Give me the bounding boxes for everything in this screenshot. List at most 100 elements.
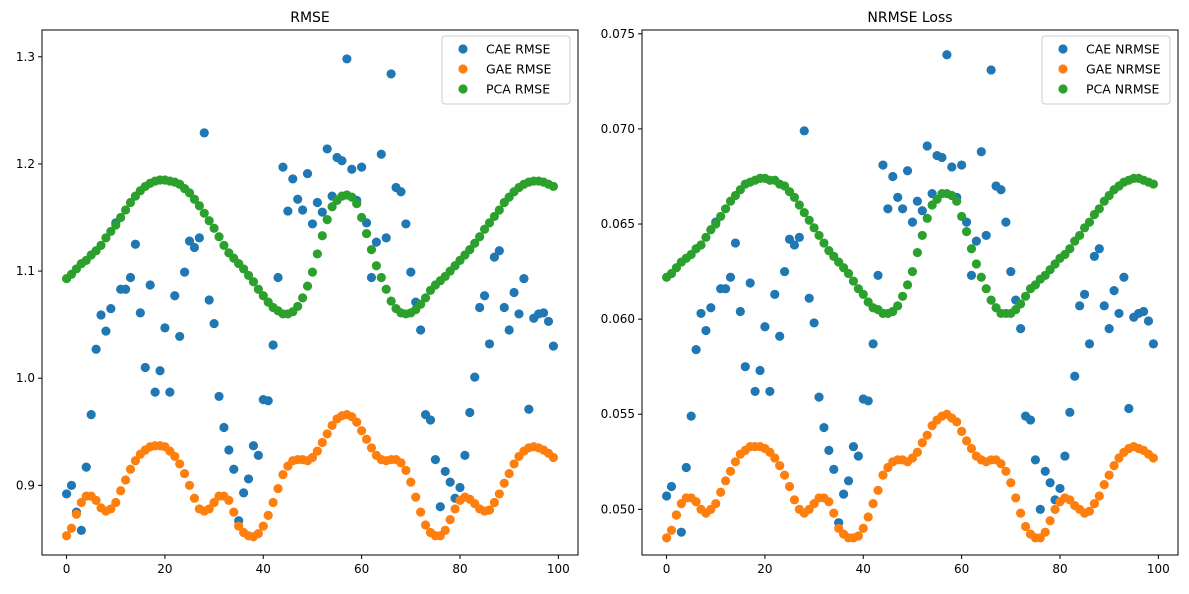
legend-label: PCA RMSE [486, 82, 550, 97]
data-point [189, 493, 200, 503]
data-point [893, 192, 903, 202]
data-point [180, 267, 190, 277]
data-point [1040, 466, 1050, 476]
x-tick-label: 60 [954, 562, 969, 576]
data-point [327, 202, 337, 212]
data-point [273, 483, 283, 494]
data-point [976, 272, 986, 282]
data-point [794, 200, 804, 210]
data-point [1143, 316, 1154, 326]
data-point [101, 233, 111, 243]
data-point [760, 322, 770, 332]
data-point [194, 201, 204, 211]
legend-marker [1058, 44, 1068, 54]
data-point [66, 480, 77, 490]
legend-box [1041, 35, 1171, 105]
chart-title: NRMSE Loss [867, 10, 952, 26]
data-point [125, 197, 136, 208]
data-point [1001, 466, 1011, 476]
data-point [342, 54, 352, 64]
data-point [789, 192, 800, 202]
data-point [263, 510, 273, 520]
data-point [263, 396, 273, 406]
data-point [361, 434, 372, 444]
y-tick-label: 0.9 [16, 478, 35, 492]
data-point [1148, 453, 1159, 463]
data-point [504, 468, 514, 479]
data-point [101, 326, 111, 336]
data-point [907, 266, 918, 277]
data-point [878, 160, 888, 170]
data-point [386, 69, 396, 79]
data-point [347, 192, 357, 202]
data-point [863, 512, 873, 522]
data-point [258, 521, 268, 531]
data-point [184, 480, 195, 490]
data-point [312, 249, 322, 259]
data-point [204, 216, 214, 226]
data-point [780, 266, 790, 277]
data-point [150, 387, 160, 397]
y-tick-label: 1.1 [16, 264, 35, 278]
legend-label: CAE RMSE [486, 42, 551, 57]
data-point [120, 475, 131, 485]
data-point [416, 299, 426, 309]
data-point [278, 162, 288, 172]
data-point [475, 302, 485, 313]
data-point [479, 291, 490, 301]
data-point [1006, 266, 1016, 277]
data-point [396, 187, 406, 197]
data-point [1075, 230, 1085, 241]
data-point [1119, 272, 1129, 282]
data-point [957, 426, 967, 436]
data-point [499, 478, 509, 488]
data-point [96, 240, 106, 250]
data-point [465, 245, 475, 255]
data-point [1065, 407, 1075, 417]
data-point [976, 147, 986, 157]
data-point [922, 213, 932, 223]
data-point [401, 219, 411, 229]
data-point [248, 441, 259, 451]
data-point [701, 325, 711, 336]
legend-marker [458, 84, 468, 94]
data-point [765, 386, 775, 397]
data-point [268, 497, 278, 508]
data-point [922, 430, 932, 440]
data-point [538, 308, 549, 318]
data-point [106, 303, 116, 314]
data-point [957, 160, 967, 170]
data-point [416, 507, 426, 517]
legend-label: GAE RMSE [486, 62, 552, 77]
data-point [814, 230, 824, 241]
data-point [258, 291, 268, 301]
data-point [514, 309, 524, 319]
data-point [120, 205, 131, 215]
data-point [416, 325, 426, 335]
data-point [376, 272, 386, 283]
data-point [298, 293, 308, 303]
data-point [691, 497, 701, 507]
data-point [312, 197, 322, 208]
data-point [494, 489, 504, 499]
data-point [961, 436, 972, 446]
data-point [401, 465, 411, 475]
data-point [720, 476, 731, 486]
data-point [961, 227, 972, 237]
chart-panel-1: RMSE 0 20 40 60 80 100 0.9 1.0 1.1 1.2 1.3 CAE RMSE G… [16, 10, 579, 576]
legend-marker [458, 64, 468, 74]
data-point [1079, 289, 1090, 300]
data-point [898, 204, 908, 214]
data-point [298, 205, 308, 215]
data-point [809, 223, 819, 233]
data-point [366, 443, 377, 453]
data-point [829, 508, 839, 518]
data-point [494, 246, 504, 256]
data-point [224, 495, 234, 505]
data-point [799, 208, 809, 218]
data-point [327, 420, 337, 430]
series-pca [61, 175, 559, 319]
data-point [1016, 299, 1026, 309]
data-point [406, 477, 416, 487]
data-point [1020, 291, 1031, 301]
